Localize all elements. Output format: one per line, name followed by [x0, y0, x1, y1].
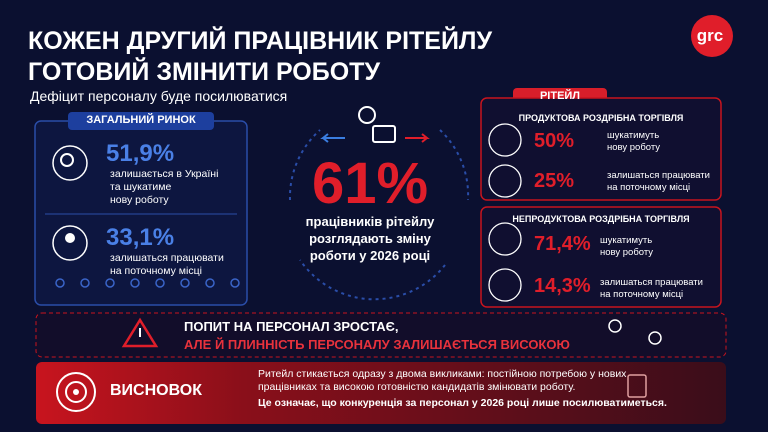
arrow: [320, 133, 345, 143]
text-line: на поточному місці: [110, 265, 202, 277]
title: КОЖЕН ДРУГИЙ ПРАЦІВНИК РІТЕЙЛУ ГОТОВИЙ ЗМ…: [28, 26, 492, 88]
value: 51,9%: [106, 140, 175, 167]
panel-title: ЗАГАЛЬНИЙ РИНОК: [86, 114, 196, 126]
warning-line: ПОПИТ НА ПЕРСОНАЛ ЗРОСТАЄ,: [184, 319, 399, 334]
panel: [480, 206, 722, 308]
value: 25%: [534, 170, 575, 192]
panel-title: РІТЕЙЛ: [539, 90, 581, 102]
center-text: працівників рітейлу розглядають зміну робо…: [306, 213, 435, 264]
warning-icon: [121, 317, 159, 348]
text-line: працівників рітейлу: [305, 214, 435, 229]
icon: [358, 106, 376, 124]
text-line: залишаться працювати: [607, 170, 710, 181]
text-line: нову роботу: [600, 247, 654, 258]
value: 33,1%: [106, 224, 175, 251]
icon: [627, 374, 647, 398]
group-title: ПРОДУКТОВА РОЗДРІБНА ТОРГІВЛЯ: [518, 113, 684, 123]
text-line: роботи у 2026 році: [309, 248, 431, 263]
group-title: НЕПРОДУКТОВА РОЗДРІБНА ТОРГІВЛЯ: [512, 214, 690, 224]
text-line: шукатимуть: [600, 235, 653, 246]
panel: [480, 97, 722, 201]
text-line: розглядають зміну: [309, 231, 431, 246]
text-line: та шукатиме: [110, 181, 172, 193]
value: 71,4%: [534, 233, 591, 255]
desc: шукатимуть нову роботу: [607, 130, 660, 154]
warning-box: [35, 312, 727, 358]
text-line: залишаться працювати: [110, 252, 224, 264]
text-line: залишаться працювати: [600, 277, 703, 288]
logo-badge: [691, 15, 733, 57]
text-line: шукатимуть: [607, 130, 660, 141]
desc: залишаться працювати на поточному місці: [600, 277, 703, 301]
pill: [68, 112, 214, 130]
text-line: нову роботу: [607, 142, 661, 153]
icon: [52, 145, 88, 181]
icon: [648, 331, 662, 345]
subtitle: Дефіцит персоналу буде посилюватися: [30, 88, 288, 104]
text-line: КОЖЕН ДРУГИЙ ПРАЦІВНИК РІТЕЙЛУ: [28, 27, 493, 55]
icon: [60, 153, 74, 167]
icon: [52, 225, 88, 261]
warning-line: АЛЕ Й ПЛИННІСТЬ ПЕРСОНАЛУ ЗАЛИШАЄТЬСЯ ВИ…: [184, 337, 570, 352]
desc: залишаться працювати на поточному місці: [607, 170, 710, 194]
conclusion-emphasis: Це означає, що конкуренція за персонал у…: [258, 397, 667, 409]
big-value: 61%: [311, 151, 429, 216]
text-line: нову роботу: [110, 194, 169, 206]
icon: [372, 125, 396, 143]
desc: шукатимуть нову роботу: [600, 235, 653, 259]
text-line: ГОТОВИЙ ЗМІНИТИ РОБОТУ: [28, 58, 380, 86]
conclusion-text: Ритейл стикається одразу з двома виклика…: [258, 368, 626, 394]
arrow: [405, 133, 430, 143]
desc: залишаться працювати на поточному місці: [110, 252, 224, 278]
text-line: на поточному місці: [600, 289, 684, 300]
text-line: працівниках та високою готовністю кандид…: [258, 381, 576, 393]
icon: [65, 233, 75, 243]
desc: залишається в Україні та шукатиме нову роб…: [110, 168, 218, 207]
value: 50%: [534, 130, 575, 152]
value: 14,3%: [534, 275, 591, 297]
conclusion-title: ВИСНОВОК: [110, 382, 202, 399]
conclusion-band: [36, 362, 726, 424]
text-line: залишається в Україні: [110, 168, 219, 180]
icon: [73, 389, 79, 395]
warning-icon: [139, 328, 141, 337]
arc: [288, 129, 470, 301]
icons: [488, 123, 522, 302]
people-row: [55, 278, 240, 288]
icon: [608, 319, 622, 333]
logo: grc: [696, 26, 724, 45]
text-line: на поточному місці: [607, 182, 691, 193]
icon: [56, 372, 96, 412]
text-line: Ритейл стикається одразу з двома виклика…: [258, 368, 627, 380]
icon: [65, 381, 87, 403]
